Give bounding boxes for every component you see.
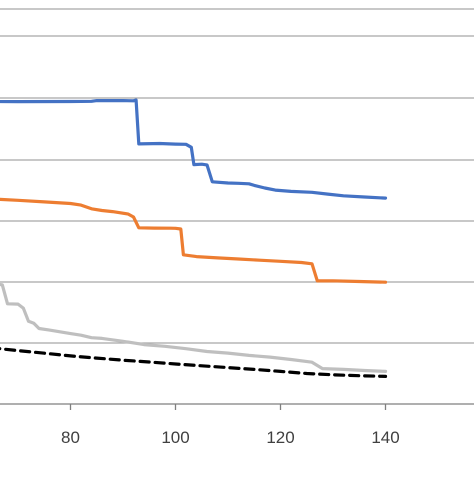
x-tick-label: 140 (371, 428, 399, 447)
x-tick-label: 100 (161, 428, 189, 447)
series-lines (0, 98, 388, 378)
series-line-3 (0, 282, 388, 373)
series-line-1 (0, 98, 388, 200)
x-axis (0, 403, 474, 410)
gridlines (0, 8, 474, 344)
series-line-2 (0, 197, 388, 284)
x-tick-label: 120 (266, 428, 294, 447)
x-tick-label: 80 (61, 428, 80, 447)
x-tick-labels: 80100120140160 (61, 428, 400, 447)
series-line-4 (0, 347, 388, 378)
